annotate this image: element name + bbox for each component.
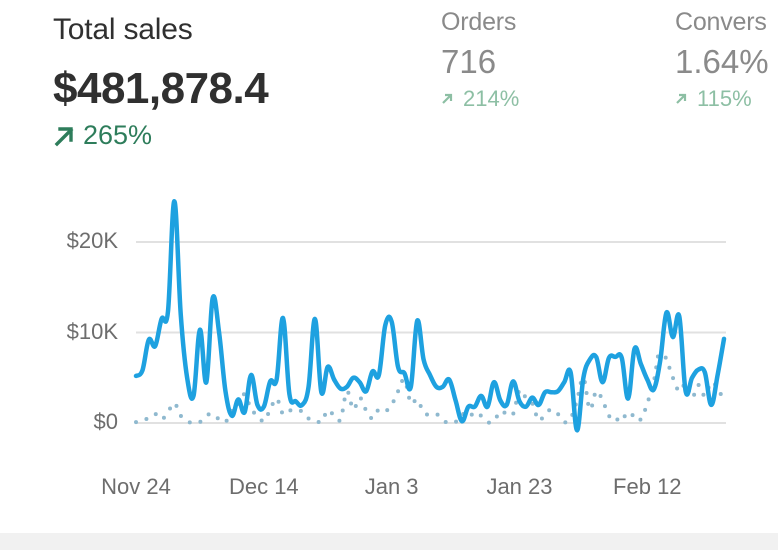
x-axis-tick-label: Feb 12 (613, 474, 682, 499)
y-axis-tick-label: $0 (93, 409, 118, 434)
orders-delta-value: 214% (463, 86, 520, 111)
y-axis-tick-label: $10K (66, 318, 118, 344)
conversion-label: Convers (675, 8, 767, 36)
arrow-up-right-icon (676, 93, 687, 104)
x-axis-tick-label: Jan 23 (486, 474, 553, 499)
chart-plot-area (133, 199, 727, 433)
footer-bar (0, 533, 778, 550)
x-axis-tick-label: Dec 14 (228, 474, 299, 499)
conversion-value: 1.64% (675, 43, 769, 80)
arrow-up-right-icon (54, 126, 74, 146)
orders-delta: 214% (441, 86, 519, 112)
conversion-delta-value: 115% (697, 86, 752, 111)
total-sales-value: $481,878.4 (53, 64, 269, 113)
y-axis-tick-label: $20K (66, 228, 118, 253)
x-axis-tick-label: Nov 24 (101, 474, 171, 499)
orders-value: 716 (441, 43, 497, 80)
conversion-delta: 115% (675, 86, 752, 112)
sales-line-chart[interactable]: $0 $10K $20K Nov 24 Dec 14 Jan 3 Jan 23 Feb 12 (0, 180, 778, 520)
arrow-up-right-icon (442, 93, 453, 104)
total-sales-label: Total sales (53, 13, 193, 46)
current-period-line (133, 199, 727, 433)
metrics-header: Total sales $481,878.4 265% Orders 716 2… (0, 0, 778, 170)
previous-period-line (134, 345, 726, 426)
total-sales-delta-value: 265% (83, 120, 153, 150)
orders-label: Orders (441, 8, 517, 36)
total-sales-delta: 265% (53, 120, 152, 151)
x-axis-tick-label: Jan 3 (364, 474, 419, 499)
